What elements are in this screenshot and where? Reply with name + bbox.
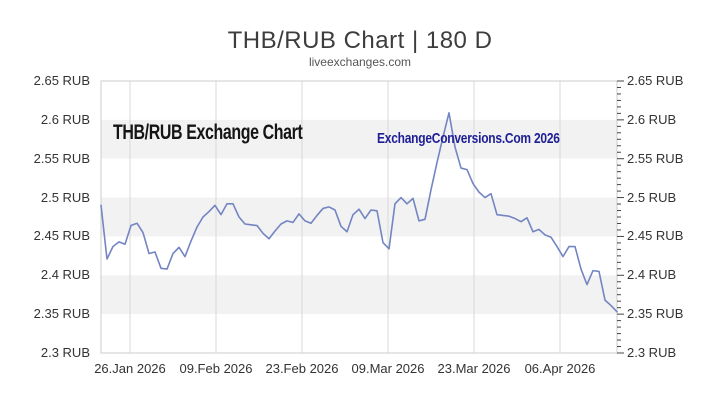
- y-axis-label-right: 2.35 RUB: [627, 306, 684, 322]
- y-axis-label-left: 2.4 RUB: [40, 267, 90, 283]
- x-axis-label: 06.Apr 2026: [524, 361, 596, 376]
- x-axis-label: 23.Feb 2026: [265, 361, 339, 376]
- x-axis-label: 26.Jan 2026: [94, 361, 166, 376]
- y-axis-label-right: 2.4 RUB: [627, 267, 677, 283]
- plot-band: [101, 158, 617, 198]
- y-axis-label-left: 2.3 RUB: [40, 345, 90, 360]
- x-axis-label: 09.Mar 2026: [351, 361, 425, 376]
- y-axis-label-right: 2.3 RUB: [627, 345, 677, 360]
- x-axis-label: 23.Mar 2026: [437, 361, 511, 376]
- plot-band: [101, 314, 617, 353]
- y-axis-label-left: 2.55 RUB: [33, 150, 90, 166]
- plot-band: [101, 81, 617, 120]
- y-axis-label-left: 2.45 RUB: [33, 228, 90, 244]
- y-axis-label-right: 2.5 RUB: [627, 189, 677, 205]
- x-axis-label: 09.Feb 2026: [179, 361, 253, 376]
- plot-band: [101, 236, 617, 276]
- y-axis-label-left: 2.65 RUB: [33, 73, 90, 88]
- plot-band: [101, 197, 617, 237]
- watermark-exchangeconversions: ExchangeConversions.Com 2026: [377, 130, 560, 147]
- y-axis-label-left: 2.5 RUB: [40, 189, 90, 205]
- watermark-exchange-chart: THB/RUB Exchange Chart: [113, 121, 303, 144]
- y-axis-label-left: 2.6 RUB: [40, 111, 90, 127]
- y-axis-label-left: 2.35 RUB: [33, 306, 90, 322]
- price-line: [100, 112, 618, 313]
- y-axis-label-right: 2.6 RUB: [627, 111, 677, 127]
- y-axis-label-right: 2.55 RUB: [627, 150, 684, 166]
- chart-title: THB/RUB Chart | 180 D: [227, 27, 493, 54]
- y-axis-label-right: 2.45 RUB: [627, 228, 684, 244]
- plot-band: [101, 119, 617, 159]
- chart-subtitle: liveexchanges.com: [308, 55, 412, 69]
- y-axis-label-right: 2.65 RUB: [627, 73, 684, 88]
- plot-band: [101, 275, 617, 315]
